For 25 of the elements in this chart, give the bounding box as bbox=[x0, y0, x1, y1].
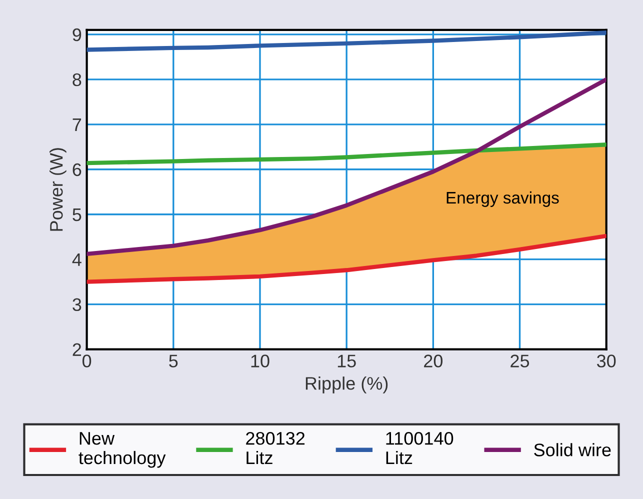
legend-label: New technology bbox=[78, 432, 166, 468]
x-tick-label: 20 bbox=[424, 354, 443, 368]
y-tick-label: 5 bbox=[72, 208, 82, 222]
x-tick-label: 15 bbox=[338, 354, 356, 368]
line-series bbox=[86, 234, 606, 284]
y-tick-label: 3 bbox=[72, 298, 82, 312]
line-series bbox=[86, 77, 606, 256]
x-axis-title: Ripple (%) bbox=[306, 376, 388, 394]
x-tick-label: 30 bbox=[596, 354, 616, 368]
y-tick-label: 8 bbox=[72, 73, 82, 86]
y-tick-label: 4 bbox=[72, 253, 82, 266]
x-tick-label: 10 bbox=[251, 354, 270, 368]
y-tick-label: 7 bbox=[72, 118, 82, 131]
x-tick-label: 5 bbox=[169, 354, 178, 368]
y-tick-label: 9 bbox=[72, 28, 82, 42]
legend-label: Solid wire bbox=[534, 443, 611, 456]
line-series bbox=[86, 142, 606, 166]
x-tick-label: 0 bbox=[82, 354, 92, 368]
annotation: Energy savings bbox=[446, 191, 559, 207]
y-tick-label: 6 bbox=[72, 163, 82, 176]
legend-label: 1100140 Litz bbox=[386, 432, 454, 464]
y-axis-title: Power (W) bbox=[50, 148, 66, 231]
x-tick-label: 25 bbox=[510, 354, 530, 368]
y-tick-label: 2 bbox=[72, 343, 82, 356]
legend-label: 280132 Litz bbox=[246, 432, 305, 464]
